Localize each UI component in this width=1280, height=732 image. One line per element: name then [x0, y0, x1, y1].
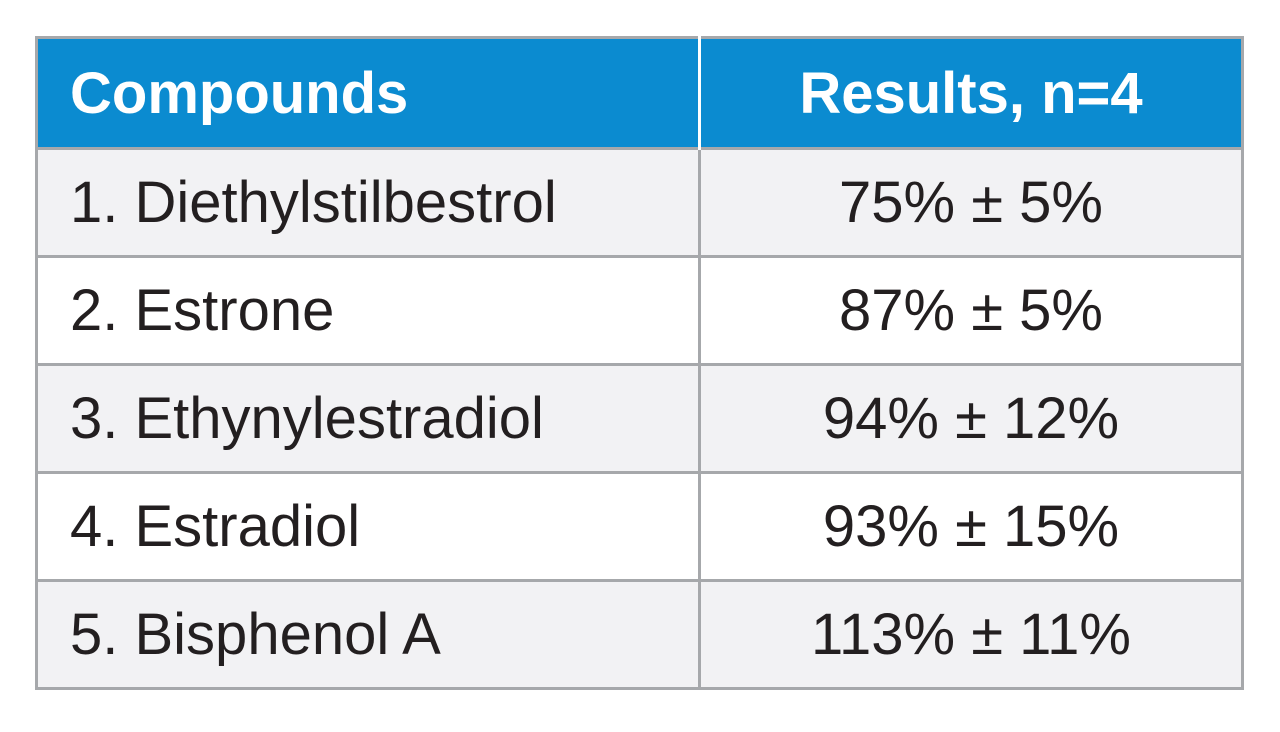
header-row: Compounds Results, n=4	[36, 37, 1243, 149]
result-cell: 113% ± 11%	[698, 579, 1243, 689]
table-body: 1. Diethylstilbestrol 75% ± 5% 2. Estron…	[36, 147, 1243, 689]
header-compounds: Compounds	[36, 37, 700, 149]
table-header: Compounds Results, n=4	[36, 37, 1243, 149]
result-cell: 93% ± 15%	[698, 471, 1243, 581]
compound-cell: 4. Estradiol	[36, 471, 700, 581]
table-row: 1. Diethylstilbestrol 75% ± 5%	[36, 147, 1243, 257]
result-cell: 87% ± 5%	[698, 255, 1243, 365]
compound-cell: 1. Diethylstilbestrol	[36, 147, 700, 257]
table-row: 3. Ethynylestradiol 94% ± 12%	[36, 363, 1243, 473]
compound-cell: 5. Bisphenol A	[36, 579, 700, 689]
results-table: Compounds Results, n=4 1. Diethylstilbes…	[35, 36, 1244, 690]
table-row: 5. Bisphenol A 113% ± 11%	[36, 579, 1243, 689]
table-row: 4. Estradiol 93% ± 15%	[36, 471, 1243, 581]
table-row: 2. Estrone 87% ± 5%	[36, 255, 1243, 365]
compound-cell: 2. Estrone	[36, 255, 700, 365]
header-results: Results, n=4	[698, 37, 1243, 149]
result-cell: 75% ± 5%	[698, 147, 1243, 257]
result-cell: 94% ± 12%	[698, 363, 1243, 473]
compound-cell: 3. Ethynylestradiol	[36, 363, 700, 473]
